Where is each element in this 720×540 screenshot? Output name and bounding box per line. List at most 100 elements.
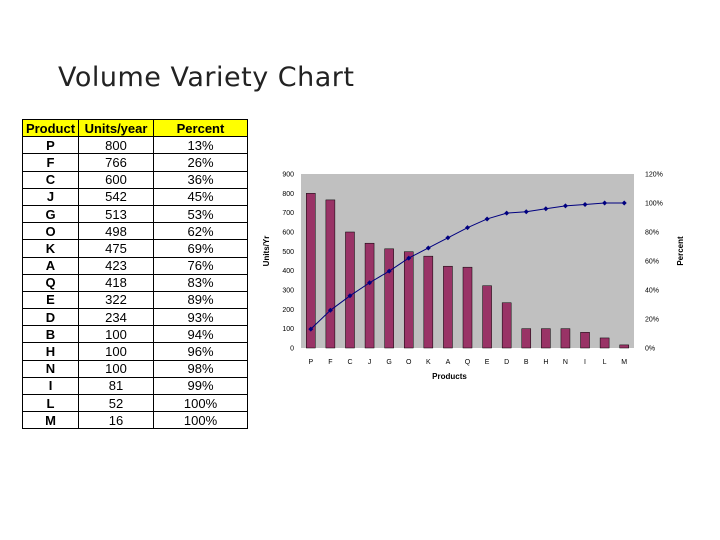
x-tick-label: G xyxy=(386,359,391,366)
cell-units-per-year: 766 xyxy=(78,153,154,172)
cell-percent: 13% xyxy=(153,136,248,155)
header-product: Product xyxy=(22,118,79,138)
cell-product: O xyxy=(22,222,79,241)
cell-product: H xyxy=(22,342,79,361)
line-point-G xyxy=(386,268,392,274)
cell-percent: 100% xyxy=(153,393,248,413)
x-tick-label: K xyxy=(426,359,431,366)
cell-product: N xyxy=(22,359,79,378)
cell-units-per-year: 423 xyxy=(78,256,154,275)
cell-product: B xyxy=(22,325,79,344)
x-tick-label: N xyxy=(563,359,568,366)
table-row: P 800 13% xyxy=(22,136,248,155)
y-tick-label: 100 xyxy=(282,326,294,333)
line-point-F xyxy=(327,307,333,313)
bar-P xyxy=(306,193,316,349)
cell-units-per-year: 475 xyxy=(78,239,154,258)
cell-product: J xyxy=(22,187,79,206)
cell-percent: 26% xyxy=(153,153,248,172)
cell-product: I xyxy=(22,376,79,396)
y-tick-label: 300 xyxy=(282,288,294,295)
table-row: A 423 76% xyxy=(22,256,248,275)
bar-O xyxy=(403,251,414,349)
y2-axis-label: Percent xyxy=(676,236,685,266)
line-point-C xyxy=(347,293,353,299)
table-row: I 81 99% xyxy=(22,376,248,396)
cell-product: P xyxy=(22,136,79,155)
table-row: N 100 98% xyxy=(22,359,248,378)
y-tick-label: 900 xyxy=(282,172,294,179)
table-header-row: Product Units/year Percent xyxy=(22,118,248,138)
bar-E xyxy=(482,285,492,349)
y-tick-label: 200 xyxy=(282,307,294,314)
line-point-J xyxy=(367,280,373,286)
cell-units-per-year: 52 xyxy=(78,393,154,413)
cell-percent: 99% xyxy=(153,376,248,396)
cell-units-per-year: 513 xyxy=(78,204,154,224)
line-point-H xyxy=(543,206,549,212)
line-point-A xyxy=(445,235,451,241)
cell-product: M xyxy=(22,411,79,430)
cell-percent: 98% xyxy=(153,359,248,378)
y-tick-label: 700 xyxy=(282,210,294,217)
header-units-per-year: Units/year xyxy=(78,118,154,138)
table-row: G 513 53% xyxy=(22,204,248,224)
table-row: B 100 94% xyxy=(22,325,248,344)
cell-units-per-year: 16 xyxy=(78,411,154,430)
cell-units-per-year: 542 xyxy=(78,187,154,206)
x-tick-label: D xyxy=(504,359,509,366)
cell-percent: 94% xyxy=(153,325,248,344)
cell-product: K xyxy=(22,239,79,258)
line-point-O xyxy=(406,255,412,261)
x-tick-label: C xyxy=(347,359,352,366)
x-tick-label: P xyxy=(308,359,313,366)
cell-product: C xyxy=(22,170,79,189)
bar-H xyxy=(541,328,551,349)
bar-I xyxy=(580,332,590,349)
pareto-chart: 0 100 200 300 400 500 600 700 800 900 0% 20% 40% 60% 8… xyxy=(262,172,685,382)
cell-product: F xyxy=(22,153,79,172)
y-tick-label: 500 xyxy=(282,249,294,256)
cell-units-per-year: 234 xyxy=(78,308,154,327)
table-row: K 475 69% xyxy=(22,239,248,258)
cell-percent: 100% xyxy=(153,411,248,430)
y2-tick-label: 40% xyxy=(645,288,659,295)
x-tick-label: B xyxy=(524,359,529,366)
line-point-K xyxy=(425,245,431,251)
x-tick-label: Q xyxy=(465,359,471,366)
bar-D xyxy=(501,302,512,349)
line-point-D xyxy=(504,210,510,216)
x-tick-label: A xyxy=(446,359,451,366)
bar-G xyxy=(384,248,394,349)
cell-percent: 89% xyxy=(153,290,248,310)
cell-percent: 93% xyxy=(153,308,248,327)
table-row: D 234 93% xyxy=(22,308,248,327)
y-tick-label: 400 xyxy=(282,268,294,275)
x-tick-label: L xyxy=(603,359,607,366)
cell-product: Q xyxy=(22,273,79,292)
table-row: F 766 26% xyxy=(22,153,248,172)
data-table: Product Units/year Percent P 800 13% F 766 26… xyxy=(22,118,248,430)
bar-F xyxy=(325,199,336,349)
line-point-L xyxy=(602,200,608,206)
table-row: J 542 45% xyxy=(22,187,248,206)
line-point-P xyxy=(308,326,314,332)
header-percent: Percent xyxy=(153,118,248,138)
bar-N xyxy=(560,328,571,349)
table-row: O 498 62% xyxy=(22,222,248,241)
bar-Q xyxy=(462,266,473,349)
cell-product: D xyxy=(22,308,79,327)
y2-tick-label: 100% xyxy=(645,201,663,208)
line-point-Q xyxy=(465,225,470,231)
x-axis-label: Products xyxy=(432,372,467,381)
bar-K xyxy=(423,255,434,349)
cell-percent: 45% xyxy=(153,187,248,206)
cell-percent: 96% xyxy=(153,342,248,361)
line-point-M xyxy=(621,200,627,206)
cell-units-per-year: 498 xyxy=(78,222,154,241)
table-row: Q 418 83% xyxy=(22,273,248,292)
x-tick-label: F xyxy=(328,359,332,366)
cell-percent: 76% xyxy=(153,256,248,275)
cell-units-per-year: 81 xyxy=(78,376,154,396)
cell-units-per-year: 600 xyxy=(78,170,154,189)
